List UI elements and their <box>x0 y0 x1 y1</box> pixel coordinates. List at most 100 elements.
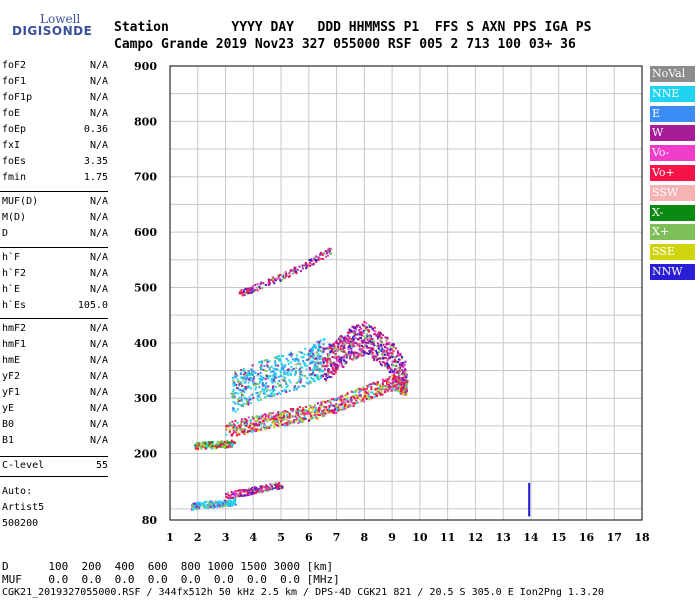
data-point-f-trace <box>297 413 300 416</box>
data-point-multi-hop <box>308 264 311 267</box>
data-point-f-oblique <box>271 386 274 389</box>
data-point-f-upper <box>382 354 385 357</box>
data-point-f-trace <box>295 410 298 413</box>
data-point-f-upper <box>375 334 378 337</box>
data-point-multi-hop <box>323 252 326 255</box>
data-point-f-oblique <box>315 362 318 365</box>
data-point-f-oblique <box>320 369 323 372</box>
data-point-es-multi <box>225 493 228 496</box>
data-point-f-upper <box>340 340 343 343</box>
data-point-es-2 <box>204 445 207 448</box>
data-point-es-multi <box>234 490 237 493</box>
data-point-f-upper <box>370 347 373 350</box>
data-point-f-oblique <box>283 372 286 375</box>
data-point-f-oblique <box>250 398 253 401</box>
data-point-multi-hop <box>238 292 241 295</box>
data-point-f-oblique <box>236 378 239 381</box>
data-point-f-upper <box>329 344 332 347</box>
data-point-f-upper <box>360 354 363 357</box>
data-point-f-upper <box>348 345 351 348</box>
data-point-f-upper <box>352 353 355 356</box>
data-point-f-upper <box>397 354 400 357</box>
data-point-f-oblique <box>297 385 300 388</box>
data-point-f-oblique <box>274 362 277 365</box>
data-point-f-trace <box>292 408 295 411</box>
data-point-es-multi <box>242 489 245 492</box>
data-point-f-upper <box>337 360 340 363</box>
data-point-f-upper <box>358 343 361 346</box>
param-value: 1.75 <box>83 172 108 183</box>
param-value: N/A <box>89 284 108 295</box>
data-point-f-trace <box>267 415 270 418</box>
data-point-es-multi <box>272 487 275 490</box>
data-point-f-oblique <box>315 358 318 361</box>
data-point-es-2 <box>217 444 220 447</box>
data-point-f-upper <box>383 361 386 364</box>
data-point-f-upper <box>360 327 363 330</box>
param-value: N/A <box>89 60 108 71</box>
data-point-f-upper <box>354 333 357 336</box>
param-label: foF1 <box>2 76 27 87</box>
data-point-f-trace <box>240 428 243 431</box>
y-tick-label: 300 <box>134 392 157 405</box>
data-point-f-oblique <box>242 405 245 408</box>
data-point-es-multi <box>267 486 270 489</box>
data-point-f-upper <box>335 339 338 342</box>
data-point-f-upper <box>344 340 347 343</box>
data-point-f-trace <box>252 417 255 420</box>
data-point-es-2 <box>229 441 232 444</box>
data-point-f-trace <box>394 389 397 392</box>
data-point-f-oblique <box>287 353 290 356</box>
data-point-f-upper <box>349 343 352 346</box>
data-point-es-2 <box>200 445 203 448</box>
data-point-f-oblique <box>286 368 289 371</box>
data-point-f-oblique <box>272 379 275 382</box>
data-point-f-trace <box>372 381 375 384</box>
data-point-f-upper <box>381 347 384 350</box>
x-tick-label: 4 <box>249 531 257 544</box>
data-point-f-upper <box>334 363 337 366</box>
x-tick-label: 14 <box>523 531 539 544</box>
data-point-es-multi <box>267 488 270 491</box>
data-point-f-oblique <box>246 386 249 389</box>
data-point-f-trace <box>289 414 292 417</box>
data-point-f-upper <box>375 356 378 359</box>
data-point-f-oblique <box>236 380 239 383</box>
data-point-f-trace <box>302 418 305 421</box>
data-point-f-upper <box>402 377 405 380</box>
data-point-f-upper <box>332 369 335 372</box>
data-point-f-trace <box>396 383 399 386</box>
data-point-f-upper <box>369 350 372 353</box>
data-point-f-trace <box>382 388 385 391</box>
data-point-es <box>204 504 207 507</box>
data-point-f-oblique <box>287 370 290 373</box>
data-point-f-oblique <box>260 375 263 378</box>
y-tick-label: 600 <box>134 226 157 239</box>
param-row-mufd: MUF(D) N/A <box>2 196 108 212</box>
data-point-f-trace <box>244 430 247 433</box>
data-point-es <box>191 503 194 506</box>
data-point-f-upper <box>344 343 347 346</box>
data-point-f-trace <box>400 389 403 392</box>
data-point-f-trace <box>255 422 258 425</box>
data-point-f-oblique <box>314 357 317 360</box>
data-point-es-multi <box>253 486 256 489</box>
data-point-f-oblique <box>297 358 300 361</box>
data-point-f-trace <box>341 404 344 407</box>
data-point-f-trace <box>334 408 337 411</box>
data-point-f-upper <box>371 348 374 351</box>
data-point-f-trace <box>311 405 314 408</box>
data-point-f-oblique <box>318 340 321 343</box>
data-point-f-upper <box>336 366 339 369</box>
data-point-f-upper <box>404 369 407 372</box>
data-point-multi-hop <box>329 248 332 251</box>
data-point-f-oblique <box>292 369 295 372</box>
data-point-es-2 <box>218 445 221 448</box>
data-point-f-upper <box>363 337 366 340</box>
data-point-f-oblique <box>295 367 298 370</box>
data-point-f-upper <box>323 361 326 364</box>
data-point-f-trace <box>298 410 301 413</box>
data-point-f-upper <box>349 357 352 360</box>
data-point-f-oblique <box>298 376 301 379</box>
data-point-f-trace <box>344 394 347 397</box>
